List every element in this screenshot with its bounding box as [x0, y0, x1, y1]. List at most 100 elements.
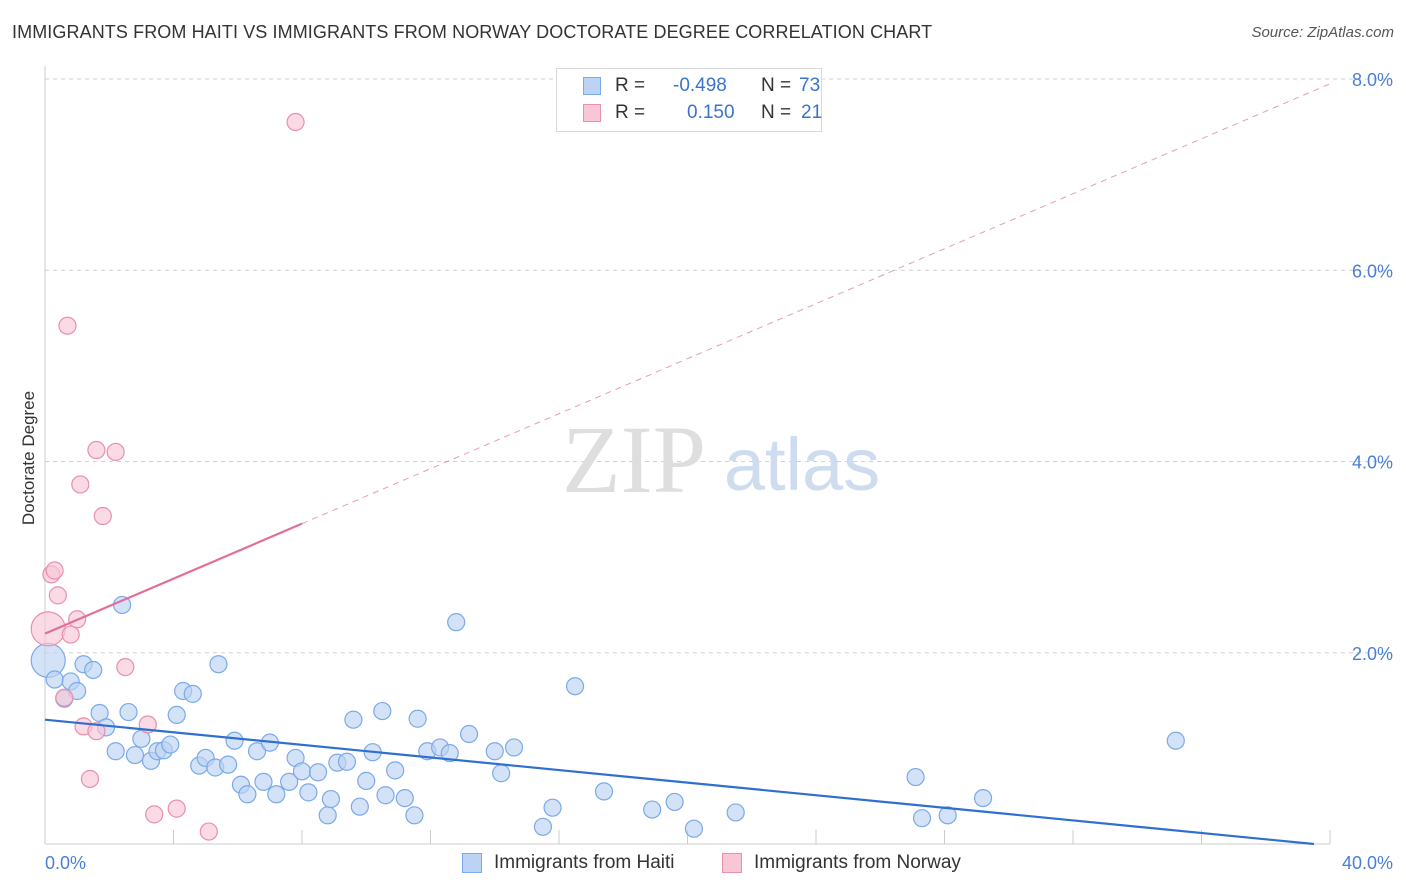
bottom-legend-swatch-haiti: [462, 853, 482, 873]
legend-r-value-haiti: -0.498: [673, 75, 727, 96]
haiti-point: [565, 677, 585, 696]
haiti-point: [973, 788, 993, 808]
haiti-point: [308, 763, 328, 782]
legend-n-label: N =: [761, 102, 792, 123]
haiti-point: [643, 800, 662, 819]
haiti-point: [209, 655, 228, 674]
norway-point: [199, 822, 218, 841]
trend-lines: [44, 83, 1331, 846]
norway-point: [87, 440, 106, 460]
haiti-point: [912, 809, 932, 828]
y-tick-label: 6.0%: [1352, 261, 1393, 281]
haiti-point: [238, 785, 257, 804]
haiti-point: [376, 786, 395, 805]
haiti-point: [292, 762, 312, 781]
tick-labels: 2.0% 4.0% 6.0% 8.0% 0.0% 40.0%: [45, 70, 1393, 873]
series-norway-points: [30, 112, 305, 841]
haiti-point: [267, 785, 286, 804]
x-tick-label: 0.0%: [45, 853, 86, 873]
norway-point: [116, 657, 135, 677]
norway-point: [55, 688, 74, 707]
haiti-point: [408, 709, 427, 728]
norway-trend-line-solid: [44, 522, 303, 635]
norway-point: [30, 611, 66, 647]
haiti-point: [45, 670, 64, 689]
norway-point: [106, 442, 125, 462]
haiti-point: [161, 735, 180, 754]
haiti-point: [125, 745, 145, 765]
haiti-point: [344, 710, 363, 729]
haiti-point: [447, 613, 466, 632]
norway-point: [48, 586, 67, 605]
norway-point: [45, 561, 64, 580]
haiti-point: [1166, 731, 1185, 750]
haiti-point: [225, 731, 244, 750]
y-axis-label: Doctorate Degree: [19, 391, 38, 525]
legend-r-label: R =: [615, 75, 646, 96]
haiti-point: [906, 767, 925, 787]
norway-point: [87, 722, 106, 741]
correlation-legend: R = -0.498 N = 73 R = 0.150 N = 21: [556, 68, 822, 132]
y-tick-label: 2.0%: [1352, 644, 1393, 664]
haiti-point: [504, 738, 524, 757]
haiti-point: [357, 771, 376, 790]
norway-point: [58, 316, 77, 335]
haiti-point: [485, 742, 504, 761]
norway-point: [71, 475, 90, 494]
gridlines: [45, 78, 1392, 654]
haiti-point: [321, 789, 341, 809]
haiti-point: [299, 783, 318, 802]
haiti-point: [183, 684, 202, 703]
haiti-point: [533, 817, 553, 836]
norway-point: [167, 799, 186, 818]
legend-swatch-norway: [583, 104, 601, 122]
legend-n-value-haiti: 73: [799, 75, 821, 96]
haiti-point: [254, 772, 273, 791]
haiti-point: [938, 806, 957, 825]
norway-point: [61, 625, 80, 644]
haiti-point: [459, 724, 479, 744]
watermark-zip: ZIP: [562, 406, 706, 513]
haiti-point: [84, 660, 103, 680]
axes: [44, 66, 1331, 845]
chart-title: IMMIGRANTS FROM HAITI VS IMMIGRANTS FROM…: [12, 22, 933, 42]
haiti-point: [373, 701, 392, 721]
watermark: ZIP atlas: [562, 406, 880, 513]
haiti-point: [318, 806, 337, 825]
haiti-point: [726, 803, 745, 822]
haiti-point: [405, 806, 424, 825]
bottom-legend-swatch-norway: [722, 853, 742, 873]
haiti-point: [280, 772, 299, 791]
haiti-point: [440, 744, 459, 763]
haiti-point: [219, 755, 238, 774]
bottom-legend-label-norway: Immigrants from Norway: [754, 852, 961, 873]
haiti-trend-line: [44, 718, 1315, 846]
haiti-point: [106, 742, 125, 761]
x-tick-label: 40.0%: [1342, 853, 1393, 873]
legend-r-value-norway: 0.150: [687, 102, 735, 123]
haiti-point: [492, 764, 511, 783]
haiti-point: [684, 819, 704, 838]
watermark-atlas: atlas: [724, 423, 880, 506]
source-credit: Source: ZipAtlas.com: [1251, 24, 1394, 41]
haiti-point: [665, 792, 684, 812]
norway-point: [93, 506, 112, 526]
series-haiti-points: [30, 595, 1185, 838]
haiti-point: [350, 797, 369, 816]
norway-point: [286, 112, 305, 132]
haiti-point: [119, 702, 138, 722]
haiti-point: [167, 705, 186, 725]
haiti-point: [395, 788, 414, 808]
norway-point: [80, 769, 100, 789]
haiti-point: [594, 782, 614, 801]
y-tick-label: 8.0%: [1352, 70, 1393, 90]
bottom-legend-label-haiti: Immigrants from Haiti: [494, 852, 675, 873]
legend-n-label: N =: [761, 75, 792, 96]
haiti-point: [337, 752, 357, 771]
haiti-point: [247, 742, 267, 761]
y-tick-label: 4.0%: [1352, 453, 1393, 473]
legend-swatch-haiti: [583, 77, 601, 95]
legend-n-value-norway: 21: [801, 102, 823, 123]
norway-point: [145, 805, 164, 824]
